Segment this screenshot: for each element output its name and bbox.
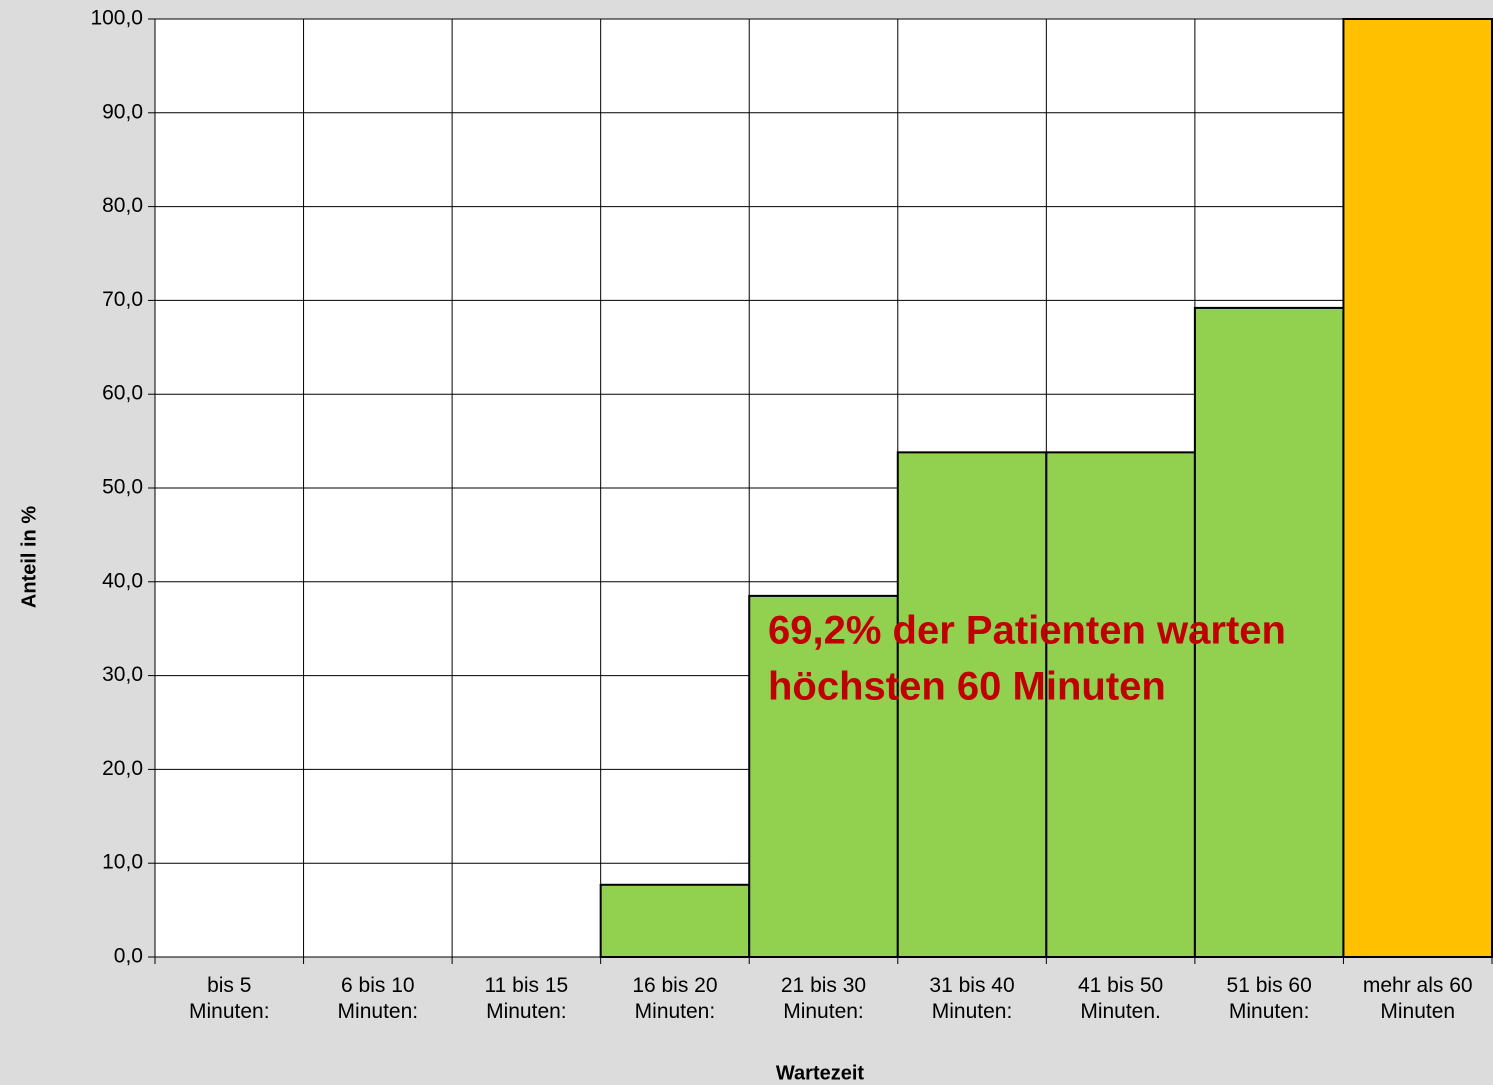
bar: [1193, 306, 1345, 958]
y-tick-label: 40,0: [102, 569, 143, 592]
x-tick-label: 21 bis 30 Minuten:: [780, 974, 867, 1023]
annotation: 69,2% der Patienten warten: [768, 609, 1286, 653]
y-tick-label: 70,0: [102, 288, 143, 311]
x-tick-label: 6 bis 10 Minuten:: [337, 974, 419, 1023]
y-axis-label: Anteil in %: [18, 506, 40, 608]
y-tick-label: 20,0: [102, 757, 143, 780]
x-tick-label: 41 bis 50 Minuten.: [1077, 974, 1164, 1023]
x-tick-label: bis 5 Minuten:: [188, 974, 270, 1023]
bar: [599, 883, 751, 958]
y-tick-label: 10,0: [102, 851, 143, 874]
bar: [748, 594, 899, 958]
x-tick-label: mehr als 60 Minuten: [1362, 974, 1473, 1023]
x-tick-label: 31 bis 40 Minuten:: [929, 974, 1015, 1023]
bar: [1342, 18, 1493, 958]
y-tick-label: 90,0: [102, 100, 143, 123]
y-tick-label: 60,0: [102, 382, 143, 405]
annotation: höchsten 60 Minuten: [768, 665, 1166, 709]
bar: [896, 451, 1048, 958]
y-tick-label: 30,0: [102, 663, 143, 686]
x-tick-label: 11 bis 15 Minuten:: [484, 974, 569, 1023]
y-tick-label: 100,0: [90, 7, 143, 30]
x-axis-label: Wartezeit: [776, 1062, 865, 1084]
x-tick-label: 16 bis 20 Minuten:: [632, 974, 718, 1023]
x-tick-label: 51 bis 60 Minuten:: [1226, 974, 1312, 1023]
y-tick-label: 50,0: [102, 476, 143, 499]
y-tick-label: 0,0: [114, 945, 143, 968]
y-tick-label: 80,0: [102, 194, 143, 217]
bar: [1045, 451, 1196, 958]
